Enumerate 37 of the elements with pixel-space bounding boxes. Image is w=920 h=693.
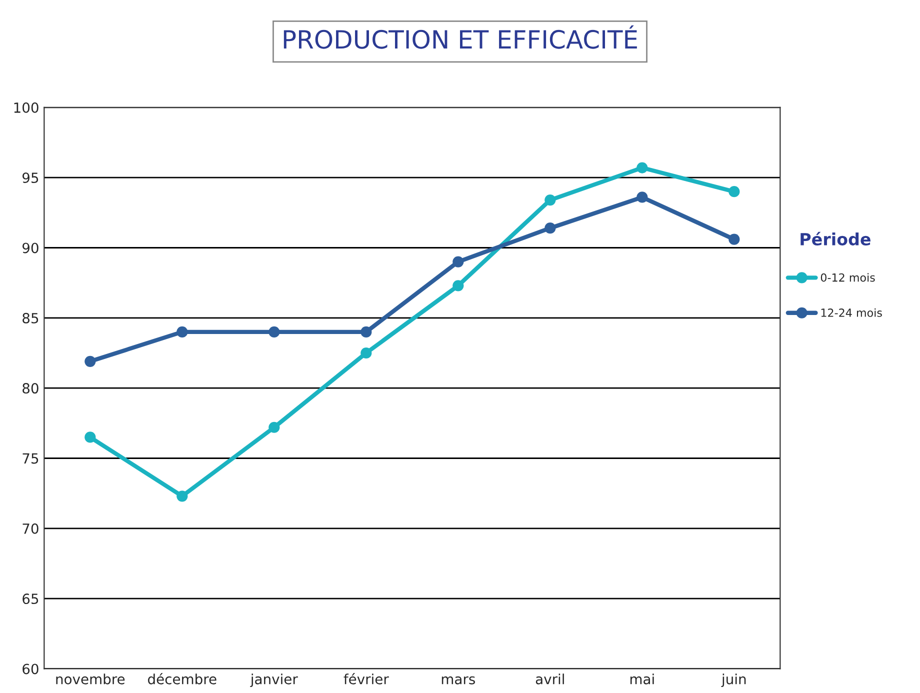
y-tick-label: 70 xyxy=(22,523,38,534)
x-tick-label: novembre xyxy=(56,674,125,684)
point xyxy=(268,422,280,433)
y-tick-label: 75 xyxy=(22,453,38,464)
x-tick-label: juin xyxy=(721,674,746,688)
y-tick-label: 85 xyxy=(22,312,38,324)
x-tick-label: février xyxy=(344,673,389,684)
point xyxy=(728,234,740,245)
x-tick-label: mai xyxy=(630,674,654,684)
legend-label: 12-24 mois xyxy=(821,308,882,317)
point xyxy=(360,347,372,359)
x-tick-label: mars xyxy=(442,676,475,684)
point xyxy=(728,186,740,198)
chart-title: PRODUCTION ET EFFICACITÉ xyxy=(284,25,637,49)
legend-label: 0-12 mois xyxy=(820,273,875,282)
point xyxy=(636,162,648,174)
legend-title: Période xyxy=(800,232,870,246)
point xyxy=(84,432,96,443)
point xyxy=(176,326,188,338)
y-tick-label: 60 xyxy=(22,664,38,674)
point xyxy=(360,326,372,338)
point xyxy=(636,192,648,203)
point xyxy=(176,490,188,502)
point xyxy=(84,356,96,367)
y-tick-label: 100 xyxy=(14,102,38,113)
x-tick-label: avril xyxy=(536,674,564,684)
point xyxy=(452,256,464,268)
point xyxy=(544,194,556,206)
point xyxy=(452,280,464,292)
x-tick-label: décembre xyxy=(148,673,216,684)
y-tick-label: 65 xyxy=(22,594,38,604)
point xyxy=(268,326,280,338)
y-tick-label: 95 xyxy=(22,172,38,184)
y-tick-label: 80 xyxy=(22,383,38,394)
y-tick-label: 90 xyxy=(22,242,38,254)
point xyxy=(544,222,556,234)
x-tick-label: janvier xyxy=(250,674,298,688)
